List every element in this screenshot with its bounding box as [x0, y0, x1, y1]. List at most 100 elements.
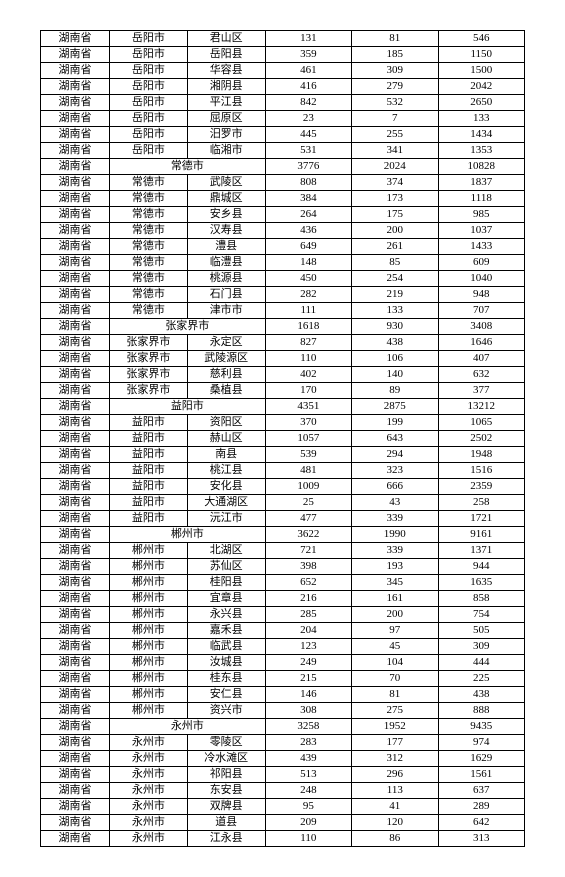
cell-value: 1635 [438, 575, 524, 591]
cell-province: 湖南省 [41, 495, 110, 511]
cell-city: 郴州市 [110, 543, 188, 559]
cell-value: 546 [438, 31, 524, 47]
cell-district: 东安县 [187, 783, 265, 799]
cell-province: 湖南省 [41, 47, 110, 63]
cell-value: 985 [438, 207, 524, 223]
cell-value: 10828 [438, 159, 524, 175]
table-row: 湖南省常德市鼎城区3841731118 [41, 191, 525, 207]
cell-value: 110 [265, 831, 351, 847]
cell-value: 113 [352, 783, 438, 799]
cell-value: 296 [352, 767, 438, 783]
cell-province: 湖南省 [41, 703, 110, 719]
cell-city: 张家界市 [110, 383, 188, 399]
cell-value: 25 [265, 495, 351, 511]
table-row: 湖南省张家界市永定区8274381646 [41, 335, 525, 351]
cell-province: 湖南省 [41, 31, 110, 47]
table-row: 湖南省张家界市慈利县402140632 [41, 367, 525, 383]
cell-city-summary: 永州市 [110, 719, 266, 735]
cell-value: 477 [265, 511, 351, 527]
cell-value: 2359 [438, 479, 524, 495]
cell-value: 3258 [265, 719, 351, 735]
cell-district: 桃江县 [187, 463, 265, 479]
cell-province: 湖南省 [41, 815, 110, 831]
cell-province: 湖南省 [41, 223, 110, 239]
cell-province: 湖南省 [41, 607, 110, 623]
table-row: 湖南省永州市325819529435 [41, 719, 525, 735]
cell-value: 370 [265, 415, 351, 431]
table-row: 湖南省常德市武陵区8083741837 [41, 175, 525, 191]
table-row: 湖南省郴州市北湖区7213391371 [41, 543, 525, 559]
table-row: 湖南省益阳市桃江县4813231516 [41, 463, 525, 479]
cell-province: 湖南省 [41, 511, 110, 527]
cell-value: 341 [352, 143, 438, 159]
cell-province: 湖南省 [41, 175, 110, 191]
table-row: 湖南省常德市澧县6492611433 [41, 239, 525, 255]
cell-value: 637 [438, 783, 524, 799]
cell-district: 湘阴县 [187, 79, 265, 95]
cell-city: 郴州市 [110, 639, 188, 655]
cell-district: 大通湖区 [187, 495, 265, 511]
cell-value: 1353 [438, 143, 524, 159]
cell-city-summary: 张家界市 [110, 319, 266, 335]
cell-value: 754 [438, 607, 524, 623]
cell-value: 97 [352, 623, 438, 639]
cell-city: 郴州市 [110, 671, 188, 687]
cell-province: 湖南省 [41, 479, 110, 495]
cell-value: 104 [352, 655, 438, 671]
cell-province: 湖南省 [41, 383, 110, 399]
cell-value: 148 [265, 255, 351, 271]
cell-value: 416 [265, 79, 351, 95]
cell-value: 45 [352, 639, 438, 655]
cell-city: 永州市 [110, 799, 188, 815]
cell-value: 1150 [438, 47, 524, 63]
cell-value: 3776 [265, 159, 351, 175]
cell-value: 177 [352, 735, 438, 751]
cell-value: 4351 [265, 399, 351, 415]
cell-value: 642 [438, 815, 524, 831]
cell-value: 9161 [438, 527, 524, 543]
cell-value: 173 [352, 191, 438, 207]
cell-value: 842 [265, 95, 351, 111]
cell-district: 道县 [187, 815, 265, 831]
cell-city: 郴州市 [110, 559, 188, 575]
cell-city: 永州市 [110, 831, 188, 847]
cell-value: 185 [352, 47, 438, 63]
cell-value: 1837 [438, 175, 524, 191]
cell-city-summary: 益阳市 [110, 399, 266, 415]
cell-value: 532 [352, 95, 438, 111]
cell-value: 1646 [438, 335, 524, 351]
cell-value: 275 [352, 703, 438, 719]
cell-province: 湖南省 [41, 831, 110, 847]
cell-value: 1721 [438, 511, 524, 527]
cell-district: 武陵源区 [187, 351, 265, 367]
cell-value: 1057 [265, 431, 351, 447]
cell-district: 祁阳县 [187, 767, 265, 783]
cell-district: 君山区 [187, 31, 265, 47]
cell-value: 1040 [438, 271, 524, 287]
cell-province: 湖南省 [41, 799, 110, 815]
cell-value: 161 [352, 591, 438, 607]
cell-value: 666 [352, 479, 438, 495]
table-row: 湖南省郴州市362219909161 [41, 527, 525, 543]
cell-city: 岳阳市 [110, 95, 188, 111]
cell-value: 219 [352, 287, 438, 303]
cell-district: 津市市 [187, 303, 265, 319]
cell-district: 零陵区 [187, 735, 265, 751]
cell-district: 安乡县 [187, 207, 265, 223]
cell-district: 赫山区 [187, 431, 265, 447]
cell-value: 444 [438, 655, 524, 671]
cell-value: 312 [352, 751, 438, 767]
cell-value: 209 [265, 815, 351, 831]
cell-value: 1065 [438, 415, 524, 431]
cell-district: 汨罗市 [187, 127, 265, 143]
cell-value: 2024 [352, 159, 438, 175]
cell-value: 407 [438, 351, 524, 367]
cell-value: 70 [352, 671, 438, 687]
cell-province: 湖南省 [41, 303, 110, 319]
cell-value: 721 [265, 543, 351, 559]
cell-value: 175 [352, 207, 438, 223]
cell-value: 1990 [352, 527, 438, 543]
cell-value: 1118 [438, 191, 524, 207]
cell-value: 279 [352, 79, 438, 95]
table-row: 湖南省常德市临澧县14885609 [41, 255, 525, 271]
